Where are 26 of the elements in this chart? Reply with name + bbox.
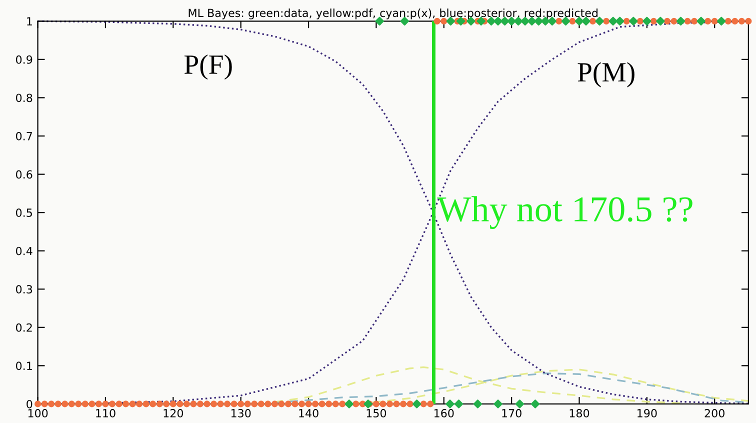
y-tick-label: 0.7 [16, 132, 32, 140]
y-tick-label: 0.2 [16, 323, 32, 332]
x-tick-label: 110 [96, 409, 116, 418]
chart-title: ML Bayes: green:data, yellow:pdf, cyan:p(x), blue:posterior, red:predicted [188, 8, 598, 20]
y-tick-label: 0.4 [16, 246, 32, 256]
x-tick-label: 200 [704, 409, 724, 418]
y-tick-label: 0 [26, 400, 32, 408]
annotation: P(F) [184, 54, 232, 80]
x-tick-label: 100 [28, 409, 48, 418]
x-tick-label: 170 [502, 409, 522, 418]
x-tick-label: 160 [434, 409, 454, 418]
x-tick-label: 190 [638, 409, 657, 418]
y-tick-label: 1 [27, 17, 32, 26]
y-tick-label: 0.8 [16, 94, 32, 102]
x-tick-label: 140 [299, 409, 318, 418]
y-tick-label: 0.9 [16, 55, 32, 64]
x-tick-label: 120 [164, 409, 184, 418]
x-tick-label: 130 [231, 409, 251, 418]
y-tick-label: 0.3 [16, 285, 32, 294]
x-tick-label: 150 [366, 409, 386, 418]
y-tick-label: 0.1 [16, 362, 32, 370]
annotation: Why not 170.5 ?? [437, 196, 692, 229]
y-tick-label: 0.5 [16, 208, 32, 217]
annotation: P(M) [578, 62, 634, 88]
y-tick-label: 0.6 [16, 170, 32, 179]
x-tick-label: 180 [570, 409, 590, 418]
